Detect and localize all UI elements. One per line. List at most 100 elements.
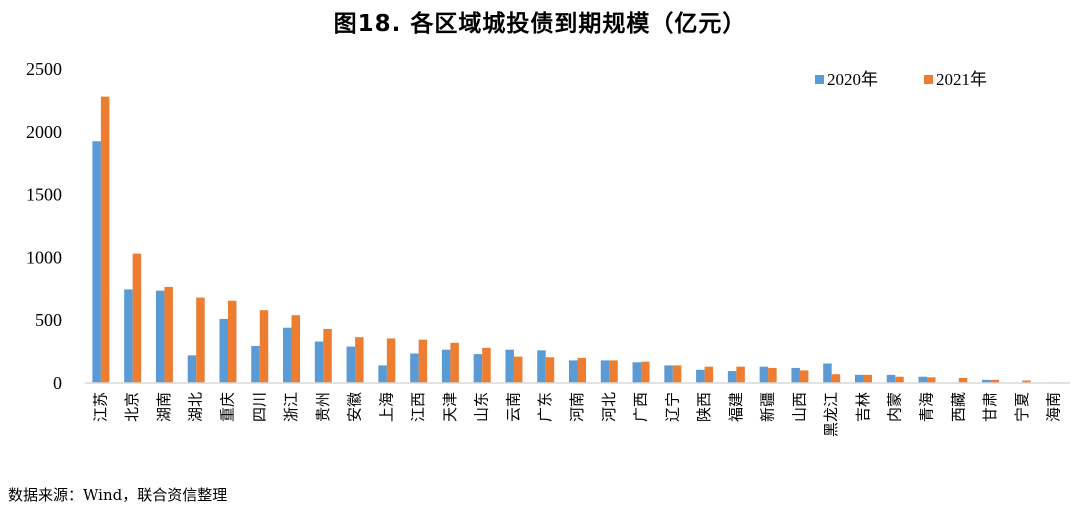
bar-2021-湖北 xyxy=(196,297,205,383)
bar-2020-黑龙江 xyxy=(823,363,832,383)
bar-2021-河南 xyxy=(577,357,586,383)
bar-2021-上海 xyxy=(386,338,396,383)
bar-2021-山西 xyxy=(799,370,809,383)
bar-2020-贵州 xyxy=(314,341,324,383)
bar-2021-广东 xyxy=(545,357,555,383)
x-tick-label: 甘肃 xyxy=(981,392,999,422)
bar-2021-广西 xyxy=(641,361,650,383)
bar-2020-江西 xyxy=(410,353,419,383)
bar-2021-吉林 xyxy=(863,374,872,383)
bar-2020-辽宁 xyxy=(664,365,673,383)
bar-2021-福建 xyxy=(736,366,745,383)
bar-2020-甘肃 xyxy=(982,379,991,383)
bar-2020-新疆 xyxy=(759,366,769,383)
x-tick-label: 吉林 xyxy=(854,392,872,422)
x-tick-label: 西藏 xyxy=(949,392,967,422)
y-tick-label: 0 xyxy=(53,373,62,393)
bar-2020-山西 xyxy=(791,367,800,383)
x-tick-label: 陕西 xyxy=(695,392,713,422)
bar-2021-西藏 xyxy=(958,377,968,383)
bar-2021-云南 xyxy=(513,356,523,383)
x-tick-label: 辽宁 xyxy=(663,392,681,422)
x-tick-label: 河南 xyxy=(568,392,586,422)
x-tick-label: 湖南 xyxy=(155,392,173,422)
chart-title: 图18. 各区域城投债到期规模（亿元） xyxy=(333,11,747,37)
x-tick-label: 福建 xyxy=(727,392,745,422)
x-tick-label: 贵州 xyxy=(314,392,332,422)
bar-2021-天津 xyxy=(450,342,459,383)
x-tick-label: 宁夏 xyxy=(1013,392,1031,422)
y-tick-label: 2500 xyxy=(26,59,62,79)
x-tick-label: 广东 xyxy=(536,392,554,422)
y-tick-label: 1500 xyxy=(26,185,62,205)
bar-2020-四川 xyxy=(251,345,260,383)
bar-2021-贵州 xyxy=(323,328,332,383)
bar-2020-湖南 xyxy=(155,290,165,383)
bar-2021-江苏 xyxy=(100,96,110,383)
bar-2020-上海 xyxy=(378,365,387,383)
x-tick-label: 云南 xyxy=(504,392,522,422)
bar-2021-浙江 xyxy=(291,315,301,383)
y-axis-ticks: 0 500 1000 1500 2000 2500 xyxy=(26,59,62,393)
bar-2021-河北 xyxy=(609,360,618,383)
bar-2021-宁夏 xyxy=(1022,380,1031,383)
legend-label-1: 2021年 xyxy=(936,70,987,89)
bar-2020-河北 xyxy=(600,360,610,383)
x-tick-label: 上海 xyxy=(377,392,395,422)
bar-2020-广东 xyxy=(537,350,546,383)
x-tick-label: 山东 xyxy=(473,392,491,422)
bar-2021-湖南 xyxy=(164,286,173,383)
x-tick-label: 安徽 xyxy=(346,392,364,422)
source-note: 数据来源：Wind，联合资信整理 xyxy=(8,486,228,504)
bar-2021-甘肃 xyxy=(990,379,1000,383)
x-tick-label: 内蒙 xyxy=(886,392,904,422)
bar-2021-陕西 xyxy=(704,366,714,383)
bar-2020-重庆 xyxy=(219,318,228,383)
bar-chart: 0 500 1000 1500 2000 2500 江苏 北京 湖南 湖北 重庆 四川 浙江 贵州 安徽上… xyxy=(26,59,1070,437)
bar-2021-内蒙 xyxy=(895,376,904,383)
bar-2020-内蒙 xyxy=(886,374,896,383)
x-axis-ticks: 江苏 北京 湖南 湖北 重庆 四川 浙江 贵州 安徽 上海 江西 天津 山东 云南 广东 河南 河北 广西 辽宁 陕西… xyxy=(91,392,1062,437)
x-tick-label: 天津 xyxy=(441,392,459,422)
legend-swatch-1 xyxy=(924,75,933,84)
bar-2021-江西 xyxy=(418,339,428,383)
bar-2020-山东 xyxy=(473,354,483,383)
bar-2020-北京 xyxy=(124,289,133,383)
bar-2020-云南 xyxy=(505,349,514,383)
bar-2020-福建 xyxy=(727,371,737,383)
bar-2021-青海 xyxy=(927,377,936,383)
x-tick-label: 山西 xyxy=(790,392,808,422)
x-tick-label: 重庆 xyxy=(218,392,236,422)
x-tick-label: 江苏 xyxy=(91,392,109,422)
bar-2021-山东 xyxy=(482,347,491,383)
bar-2021-四川 xyxy=(259,310,269,383)
y-tick-label: 500 xyxy=(35,310,62,330)
bar-2021-安徽 xyxy=(355,337,364,383)
x-tick-label: 湖北 xyxy=(187,392,205,422)
bar-2020-湖北 xyxy=(187,355,197,383)
bar-2020-青海 xyxy=(918,376,928,383)
legend-swatch-0 xyxy=(815,75,824,84)
x-tick-label: 河北 xyxy=(600,392,618,422)
x-tick-label: 浙江 xyxy=(282,392,300,422)
x-tick-label: 青海 xyxy=(918,392,936,422)
x-tick-label: 新疆 xyxy=(759,392,777,422)
bar-2021-黑龙江 xyxy=(831,374,841,383)
legend-label-0: 2020年 xyxy=(827,70,878,89)
bar-2020-陕西 xyxy=(696,369,705,383)
bar-2020-江苏 xyxy=(92,141,101,383)
x-tick-label: 北京 xyxy=(123,392,141,422)
bar-2020-河南 xyxy=(569,360,578,383)
bar-2021-重庆 xyxy=(227,300,237,383)
bar-2020-浙江 xyxy=(283,327,292,383)
x-tick-label: 四川 xyxy=(250,392,268,422)
bar-2020-吉林 xyxy=(854,374,864,383)
bar-2021-新疆 xyxy=(768,367,777,383)
bar-2020-天津 xyxy=(441,349,451,383)
bar-2020-安徽 xyxy=(346,346,356,383)
bar-2020-广西 xyxy=(632,362,642,383)
x-tick-label: 海南 xyxy=(1045,392,1063,422)
legend: 2020年 2021年 xyxy=(815,70,987,89)
y-tick-label: 1000 xyxy=(26,247,62,267)
x-tick-label: 广西 xyxy=(632,392,650,422)
